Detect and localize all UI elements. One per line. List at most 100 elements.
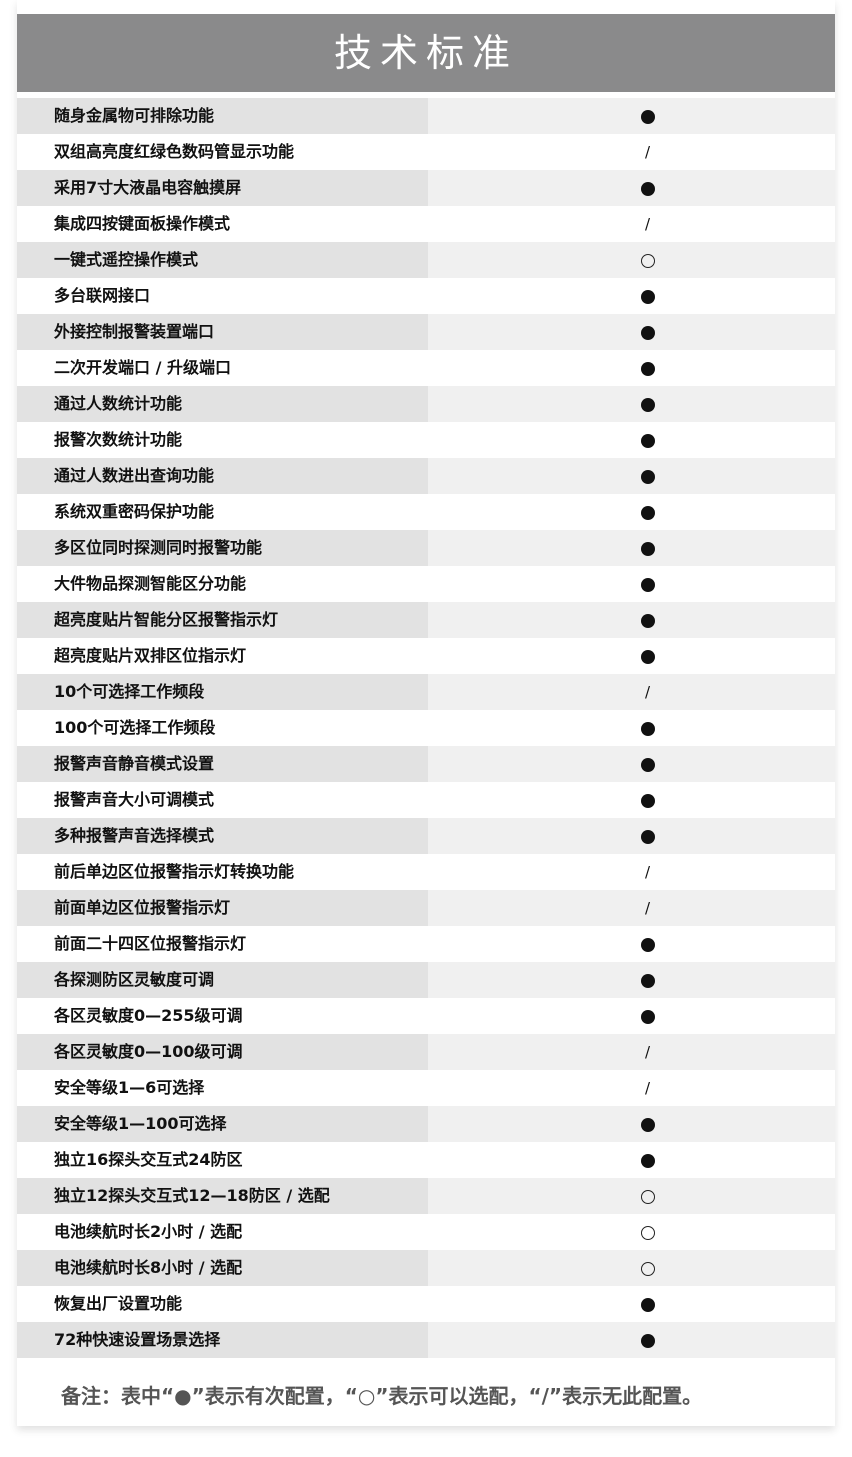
table-row: 恢复出厂设置功能 — [17, 1286, 835, 1322]
feature-value — [428, 170, 835, 206]
feature-value — [428, 1286, 835, 1322]
filled-circle-icon — [640, 1117, 655, 1132]
table-row: 通过人数进出查询功能 — [17, 458, 835, 494]
table-row: 超亮度贴片智能分区报警指示灯 — [17, 602, 835, 638]
filled-circle-icon — [640, 577, 655, 592]
feature-label: 一键式遥控操作模式 — [17, 242, 428, 278]
feature-value — [428, 530, 835, 566]
feature-value — [428, 1178, 835, 1214]
slash-icon: / — [644, 143, 651, 161]
table-row: 前面二十四区位报警指示灯 — [17, 926, 835, 962]
feature-value — [428, 1250, 835, 1286]
table-row: 独立16探头交互式24防区 — [17, 1142, 835, 1178]
hollow-circle-icon — [640, 1225, 655, 1240]
filled-circle-icon — [640, 757, 655, 772]
feature-value: / — [428, 206, 835, 242]
table-row: 报警声音静音模式设置 — [17, 746, 835, 782]
feature-value — [428, 1214, 835, 1250]
table-row: 超亮度贴片双排区位指示灯 — [17, 638, 835, 674]
table-row: 外接控制报警装置端口 — [17, 314, 835, 350]
feature-label: 大件物品探测智能区分功能 — [54, 574, 247, 593]
filled-circle-icon — [640, 1153, 655, 1168]
table-row: 各探测防区灵敏度可调 — [17, 962, 835, 998]
feature-label: 二次开发端口 / 升级端口 — [54, 358, 231, 377]
table-row: 大件物品探测智能区分功能 — [17, 566, 835, 602]
feature-label: 多种报警声音选择模式 — [17, 818, 428, 854]
feature-label: 外接控制报警装置端口 — [17, 314, 428, 350]
filled-circle-icon — [640, 541, 655, 556]
feature-label: 系统双重密码保护功能 — [54, 502, 215, 521]
feature-label: 安全等级1—100可选择 — [17, 1106, 428, 1142]
table-row: 独立12探头交互式12—18防区 / 选配 — [17, 1178, 835, 1214]
spec-card: 技术标准 随身金属物可排除功能 双组高亮度红绿色数码管显示功能 / 采用7寸大液晶电容… — [17, 0, 835, 1426]
slash-icon: / — [644, 1079, 651, 1097]
spec-table: 随身金属物可排除功能 双组高亮度红绿色数码管显示功能 / 采用7寸大液晶电容触摸屏 集成… — [17, 98, 835, 1358]
feature-value — [428, 962, 835, 998]
table-row: 安全等级1—6可选择 / — [17, 1070, 835, 1106]
table-row: 各区灵敏度0—255级可调 — [17, 998, 835, 1034]
feature-value — [428, 566, 835, 602]
feature-label: 多台联网接口 — [54, 286, 151, 305]
feature-value: / — [428, 890, 835, 926]
feature-value: / — [428, 854, 835, 890]
feature-label: 独立12探头交互式12—18防区 / 选配 — [17, 1178, 428, 1214]
feature-label: 前后单边区位报警指示灯转换功能 — [54, 862, 295, 881]
filled-circle-icon — [640, 325, 655, 340]
feature-value — [428, 1322, 835, 1358]
table-row: 电池续航时长2小时 / 选配 — [17, 1214, 835, 1250]
feature-label: 双组高亮度红绿色数码管显示功能 — [54, 142, 295, 161]
feature-value — [428, 818, 835, 854]
feature-value — [428, 1142, 835, 1178]
table-row: 报警声音大小可调模式 — [17, 782, 835, 818]
table-row: 多种报警声音选择模式 — [17, 818, 835, 854]
feature-label: 超亮度贴片双排区位指示灯 — [54, 646, 247, 665]
table-row: 前面单边区位报警指示灯 / — [17, 890, 835, 926]
table-row: 通过人数统计功能 — [17, 386, 835, 422]
feature-value — [428, 422, 835, 458]
filled-circle-icon — [640, 829, 655, 844]
table-row: 报警次数统计功能 — [17, 422, 835, 458]
table-row: 前后单边区位报警指示灯转换功能 / — [17, 854, 835, 890]
table-row: 100个可选择工作频段 — [17, 710, 835, 746]
feature-value — [428, 98, 835, 134]
hollow-circle-icon — [640, 1189, 655, 1204]
slash-icon: / — [644, 683, 651, 701]
filled-circle-icon — [640, 181, 655, 196]
filled-circle-icon — [640, 1009, 655, 1024]
table-row: 10个可选择工作频段 / — [17, 674, 835, 710]
slash-icon: / — [644, 899, 651, 917]
feature-label: 通过人数统计功能 — [17, 386, 428, 422]
feature-value — [428, 242, 835, 278]
feature-label: 采用7寸大液晶电容触摸屏 — [17, 170, 428, 206]
filled-circle-icon — [640, 361, 655, 376]
filled-circle-icon — [640, 505, 655, 520]
feature-label: 集成四按键面板操作模式 — [54, 214, 231, 233]
feature-label: 各区灵敏度0—100级可调 — [17, 1034, 428, 1070]
feature-label: 随身金属物可排除功能 — [17, 98, 428, 134]
table-row: 采用7寸大液晶电容触摸屏 — [17, 170, 835, 206]
feature-value — [428, 314, 835, 350]
feature-label: 电池续航时长2小时 / 选配 — [54, 1222, 243, 1241]
filled-circle-icon — [640, 649, 655, 664]
feature-label: 安全等级1—6可选择 — [54, 1078, 205, 1097]
filled-circle-icon — [640, 613, 655, 628]
feature-label: 报警声音大小可调模式 — [54, 790, 215, 809]
feature-label: 72种快速设置场景选择 — [17, 1322, 428, 1358]
table-row: 72种快速设置场景选择 — [17, 1322, 835, 1358]
feature-value — [428, 494, 835, 530]
feature-label: 通过人数进出查询功能 — [17, 458, 428, 494]
filled-circle-icon — [640, 1297, 655, 1312]
feature-value: / — [428, 134, 835, 170]
feature-label: 100个可选择工作频段 — [54, 718, 216, 737]
feature-value: / — [428, 1034, 835, 1070]
feature-value — [428, 926, 835, 962]
feature-label: 多区位同时探测同时报警功能 — [17, 530, 428, 566]
filled-circle-icon — [640, 289, 655, 304]
feature-value — [428, 638, 835, 674]
feature-value — [428, 350, 835, 386]
feature-value — [428, 782, 835, 818]
filled-circle-icon — [640, 469, 655, 484]
table-row: 电池续航时长8小时 / 选配 — [17, 1250, 835, 1286]
feature-label: 各区灵敏度0—255级可调 — [54, 1006, 243, 1025]
feature-label: 独立16探头交互式24防区 — [54, 1150, 243, 1169]
